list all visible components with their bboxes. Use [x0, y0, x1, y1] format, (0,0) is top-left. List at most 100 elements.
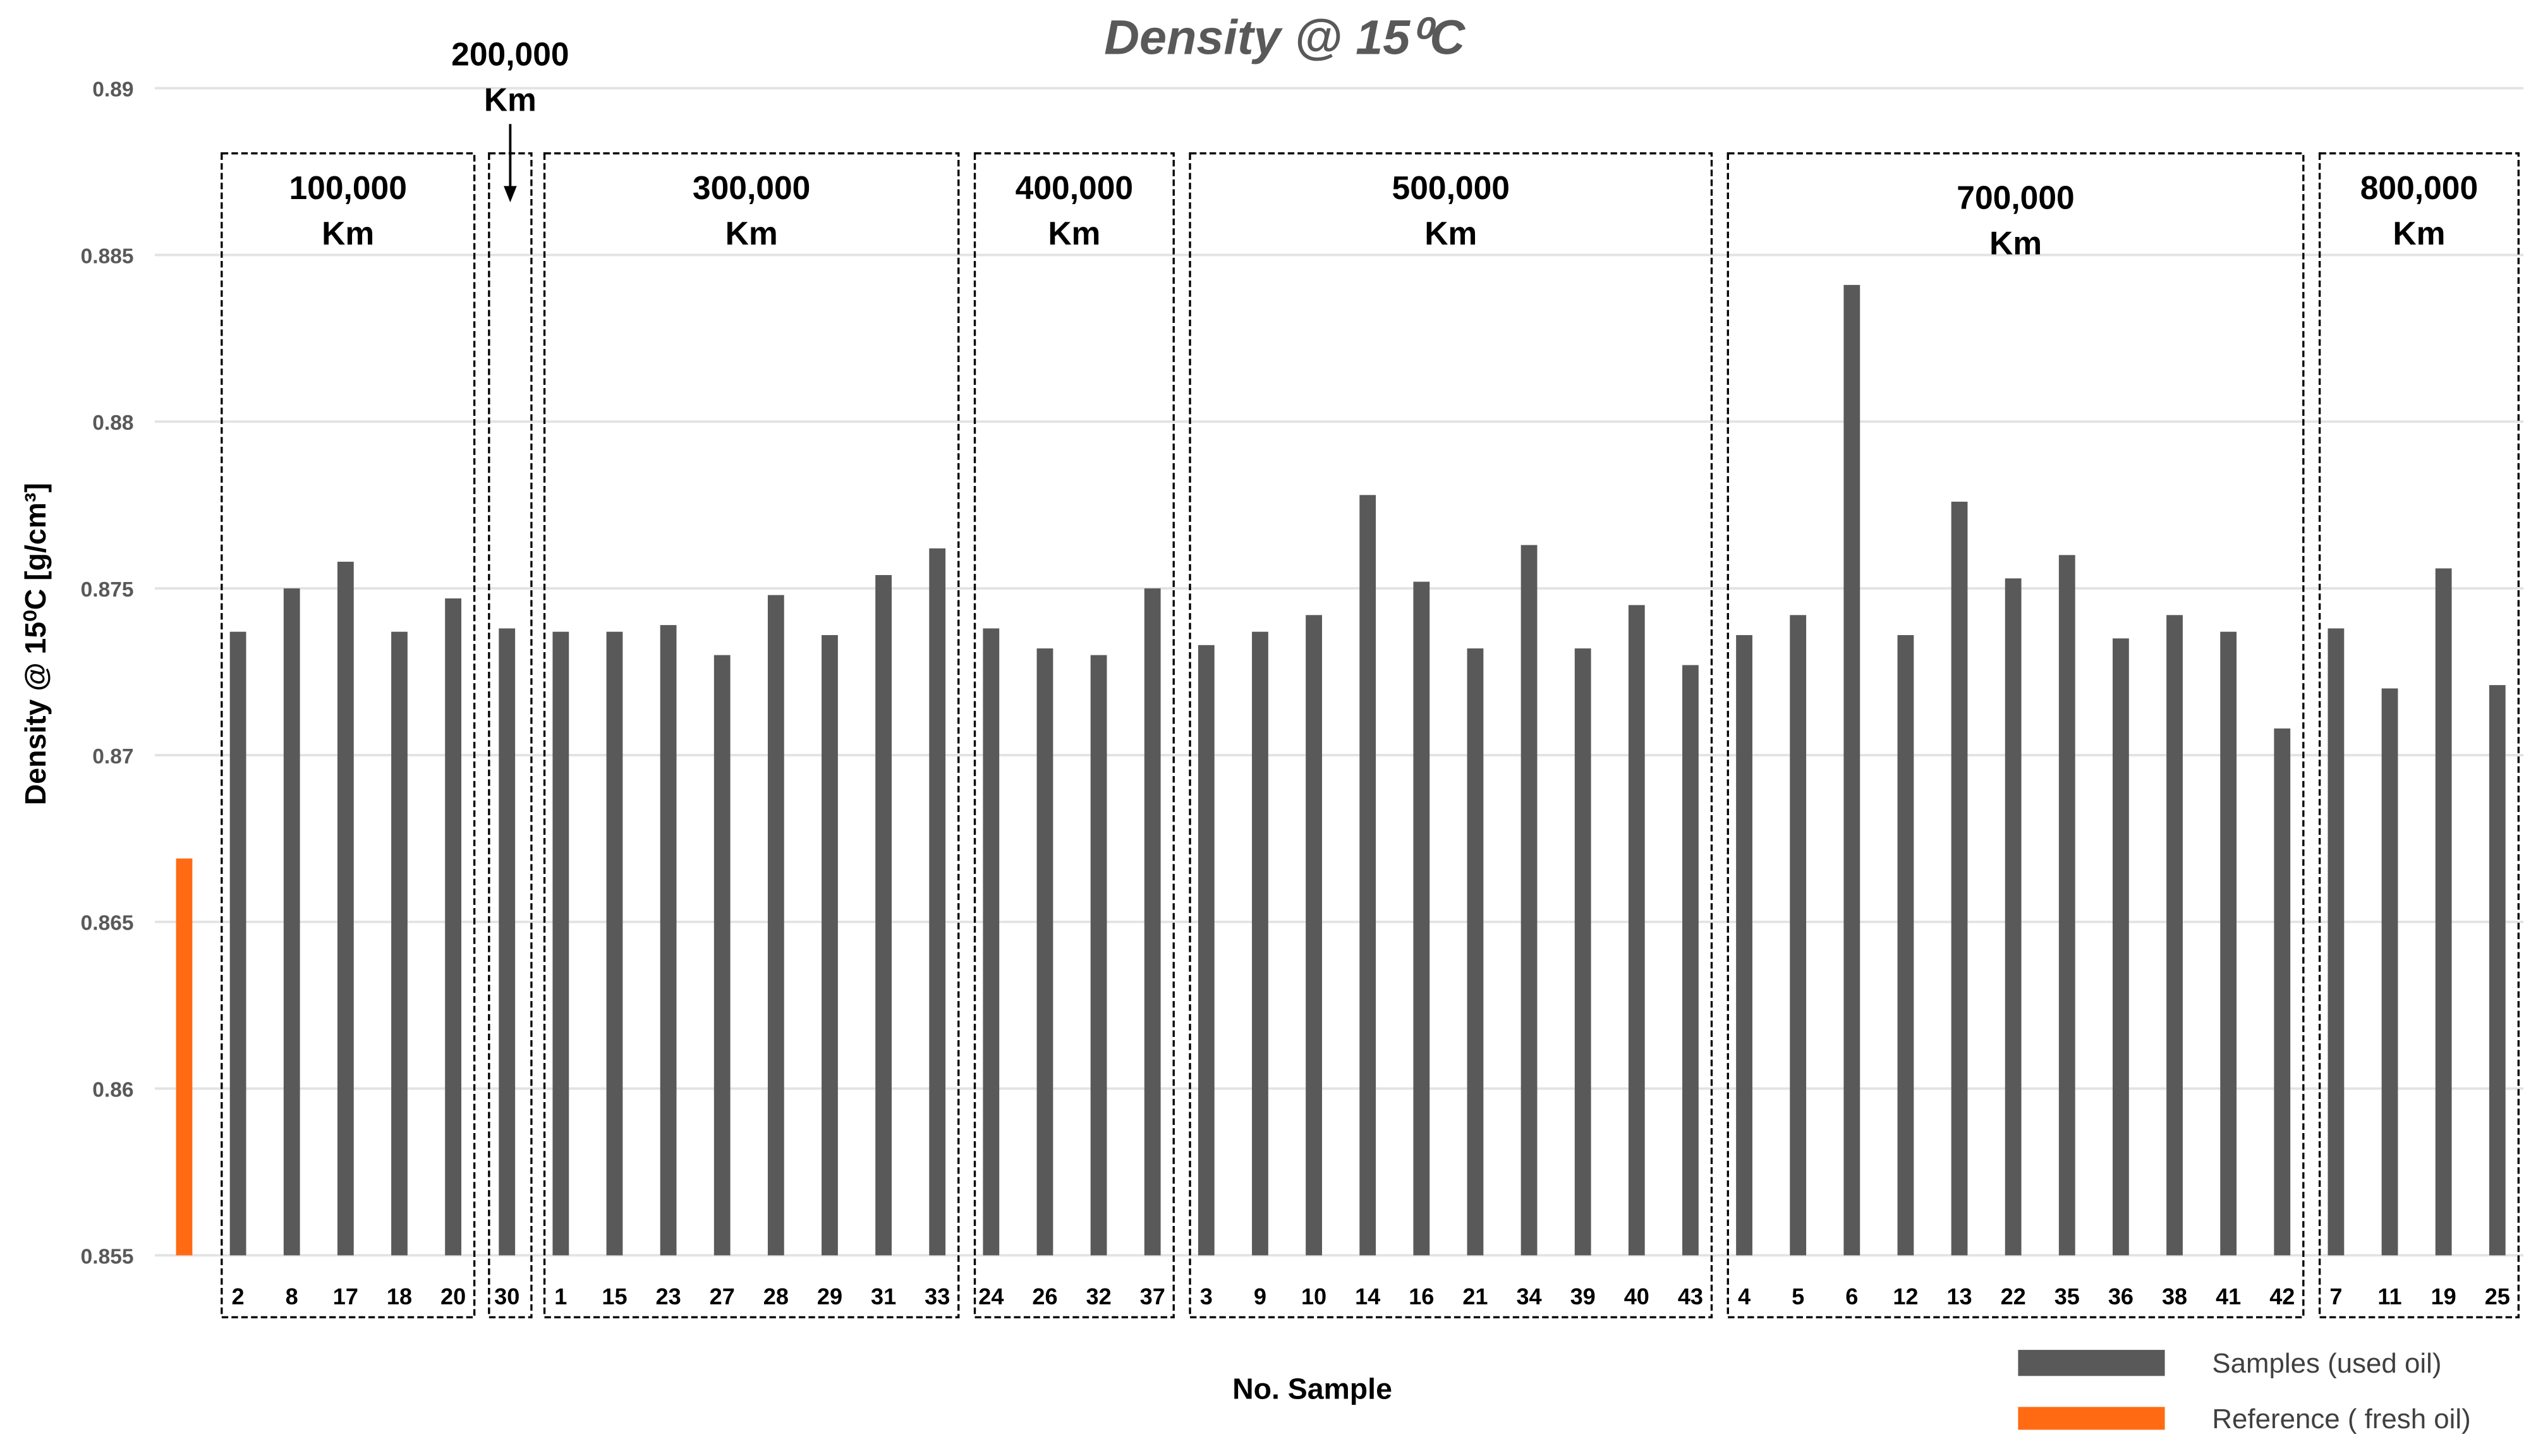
bar-sample-6 — [1843, 284, 1860, 1256]
y-axis-label: Density @ 15⁰C [g/cm³] — [19, 483, 52, 805]
bar-sample-11 — [2381, 688, 2398, 1256]
x-tick-label: 2 — [232, 1283, 245, 1309]
x-tick-label: 35 — [2054, 1283, 2080, 1309]
x-tick-label: 24 — [978, 1283, 1004, 1309]
y-tick-label: 0.86 — [92, 1079, 133, 1102]
x-tick-label: 7 — [2329, 1283, 2342, 1309]
group-box — [543, 152, 960, 1319]
group-label: 500,000 — [1392, 169, 1510, 206]
x-tick-label: 23 — [656, 1283, 681, 1309]
bar-sample-19 — [2435, 568, 2452, 1256]
bar-sample-5 — [1790, 615, 1807, 1256]
bar-sample-13 — [1951, 501, 1968, 1256]
x-tick-label: 36 — [2108, 1283, 2133, 1309]
x-tick-label: 41 — [2216, 1283, 2241, 1309]
x-tick-label: 18 — [387, 1283, 412, 1309]
mileage-groups: 100,000 Km 200,000 Km 300,000 Km 400,000 Km 500,… — [221, 35, 2520, 1319]
bar-sample-21 — [1467, 648, 1484, 1256]
x-tick-label: 6 — [1845, 1283, 1858, 1309]
group-box — [2318, 152, 2520, 1319]
x-tick-label: 28 — [763, 1283, 789, 1309]
group-label: 300,000 — [693, 169, 810, 206]
x-tick-label: 38 — [2162, 1283, 2187, 1309]
group-label: 800,000 — [2360, 169, 2478, 206]
x-tick-label: 1 — [554, 1283, 567, 1309]
x-tick-label: 4 — [1738, 1283, 1751, 1309]
x-tick-label: 9 — [1254, 1283, 1266, 1309]
x-tick-label: 40 — [1624, 1283, 1649, 1309]
bar-sample-15 — [606, 631, 623, 1256]
y-tick-label: 0.865 — [81, 912, 134, 935]
bar-sample-39 — [1574, 648, 1591, 1256]
bar-sample-36 — [2113, 638, 2129, 1256]
x-tick-label: 3 — [1200, 1283, 1213, 1309]
group-unit: Km — [1048, 215, 1100, 252]
group-box — [973, 152, 1175, 1319]
x-tick-label: 34 — [1516, 1283, 1541, 1309]
x-tick-label: 17 — [333, 1283, 358, 1309]
y-tick-label: 0.855 — [81, 1245, 134, 1268]
x-tick-label: 14 — [1355, 1283, 1380, 1309]
bar-sample-40 — [1628, 605, 1645, 1256]
x-tick-label: 43 — [1678, 1283, 1703, 1309]
bar-sample-25 — [2489, 685, 2506, 1256]
group-label: 100,000 — [289, 169, 406, 206]
x-tick-label: 32 — [1086, 1283, 1111, 1309]
x-tick-label: 42 — [2269, 1283, 2295, 1309]
bar-sample-23 — [660, 625, 677, 1256]
x-tick-label: 11 — [2377, 1283, 2401, 1309]
x-tick-label: 10 — [1301, 1283, 1326, 1309]
x-tick-label: 12 — [1893, 1283, 1918, 1309]
group-unit: Km — [1989, 225, 2042, 262]
bar-sample-30 — [499, 628, 516, 1256]
bar-sample-9 — [1252, 631, 1268, 1256]
bar-sample-17 — [337, 561, 354, 1256]
bar-sample-8 — [283, 588, 300, 1256]
x-tick-label: 39 — [1570, 1283, 1596, 1309]
group-unit: Km — [2393, 215, 2445, 252]
bar-sample-37 — [1144, 588, 1161, 1256]
x-tick-label: 19 — [2431, 1283, 2456, 1309]
y-axis-ticks: 0.855 0.86 0.865 0.87 0.875 0.88 0.885 0.89 — [81, 78, 134, 1268]
x-tick-label: 20 — [440, 1283, 466, 1309]
x-tick-label: 25 — [2485, 1283, 2510, 1309]
group-box — [221, 152, 476, 1319]
y-tick-label: 0.875 — [81, 578, 134, 602]
x-axis-label: No. Sample — [1232, 1372, 1392, 1405]
bar-sample-7 — [2328, 628, 2345, 1256]
chart-title: Density @ 15⁰C — [1104, 10, 1466, 64]
bar-sample-22 — [2005, 578, 2022, 1256]
bar-sample-4 — [1736, 634, 1752, 1256]
bars: 2 8 17 18 20 30 1 15 23 27 28 29 31 33 24 26 32 37 3 9 10 14 1… — [176, 284, 2510, 1309]
group-label: 400,000 — [1016, 169, 1133, 206]
gridlines — [155, 87, 2524, 1257]
group-unit: Km — [725, 215, 778, 252]
bar-sample-26 — [1036, 648, 1053, 1256]
x-tick-label: 22 — [2001, 1283, 2026, 1309]
bar-sample-31 — [875, 574, 892, 1256]
x-tick-label: 30 — [494, 1283, 519, 1309]
x-tick-label: 13 — [1946, 1283, 1972, 1309]
bar-reference — [176, 858, 193, 1256]
x-tick-label: 37 — [1140, 1283, 1165, 1309]
group-unit: Km — [322, 215, 374, 252]
bar-sample-43 — [1682, 665, 1699, 1256]
y-tick-label: 0.89 — [92, 78, 133, 101]
legend-swatch-reference — [2018, 1407, 2165, 1430]
group-unit: Km — [484, 82, 537, 118]
bar-sample-41 — [2220, 631, 2237, 1256]
bar-sample-28 — [767, 595, 784, 1256]
bar-sample-27 — [713, 655, 731, 1256]
group-box — [1727, 152, 2305, 1319]
y-tick-label: 0.88 — [92, 411, 133, 435]
x-tick-label: 8 — [286, 1283, 298, 1309]
legend: Samples (used oil) Reference ( fresh oil… — [2018, 1348, 2471, 1435]
bar-sample-3 — [1198, 645, 1215, 1256]
bar-sample-20 — [445, 598, 461, 1256]
bar-sample-18 — [391, 631, 408, 1256]
x-tick-label: 26 — [1032, 1283, 1057, 1309]
bar-sample-32 — [1090, 655, 1107, 1256]
x-tick-label: 16 — [1409, 1283, 1434, 1309]
bar-sample-33 — [929, 548, 946, 1256]
